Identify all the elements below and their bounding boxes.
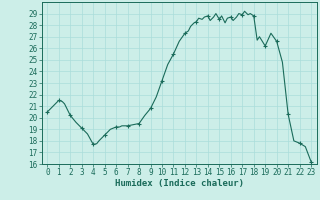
X-axis label: Humidex (Indice chaleur): Humidex (Indice chaleur) [115, 179, 244, 188]
